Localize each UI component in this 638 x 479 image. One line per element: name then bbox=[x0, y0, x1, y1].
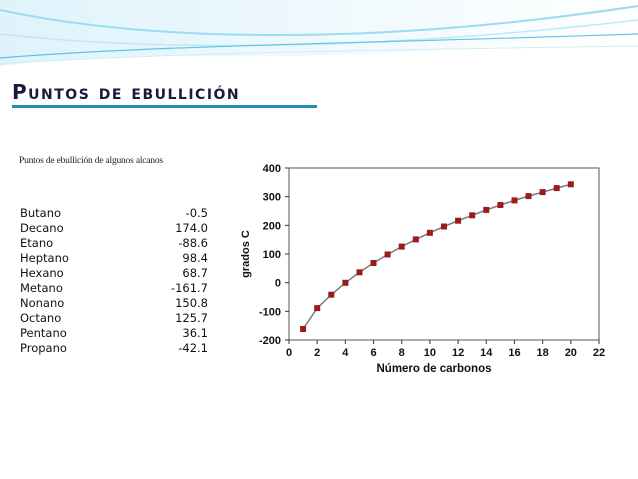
boiling-points-table: Butano -0.5 Decano 174.0 Etano -88.6 Heptano 98… bbox=[20, 206, 208, 356]
chart-svg: -200 -100 0 100 200 300 400 0 2 4 6 8 10 12 14 16 18 20 22… bbox=[240, 163, 605, 375]
boiling-point-value: 36.1 bbox=[182, 326, 208, 340]
boiling-point-value: -161.7 bbox=[170, 281, 208, 295]
data-point bbox=[469, 212, 476, 219]
y-tick-label: 400 bbox=[263, 163, 281, 175]
alkane-name: Pentano bbox=[20, 326, 67, 340]
alkane-name: Heptano bbox=[20, 251, 69, 265]
data-point bbox=[483, 206, 490, 213]
table-row: Decano 174.0 bbox=[20, 221, 208, 236]
table-row: Nonano 150.8 bbox=[20, 296, 208, 311]
alkane-name: Metano bbox=[20, 281, 63, 295]
boiling-point-value: -0.5 bbox=[185, 206, 208, 220]
data-point bbox=[370, 260, 377, 266]
data-point bbox=[567, 181, 574, 188]
x-tick-label: 6 bbox=[370, 347, 376, 359]
alkane-name: Etano bbox=[20, 236, 54, 250]
data-point bbox=[398, 243, 405, 250]
alkane-name: Hexano bbox=[20, 266, 64, 280]
y-tick-label: 0 bbox=[275, 278, 281, 290]
data-point bbox=[553, 185, 560, 192]
y-tick-label: 100 bbox=[263, 249, 281, 261]
title-underline bbox=[12, 105, 317, 108]
alkane-name: Nonano bbox=[20, 296, 65, 310]
x-tick-label: 14 bbox=[480, 347, 493, 359]
boiling-point-chart: -200 -100 0 100 200 300 400 0 2 4 6 8 10 12 14 16 18 20 22… bbox=[229, 152, 609, 380]
y-tick-label: -200 bbox=[259, 335, 281, 347]
boiling-point-value: 125.7 bbox=[175, 311, 208, 325]
y-tick-label: 300 bbox=[263, 192, 281, 204]
data-point bbox=[300, 326, 307, 332]
y-axis-label: grados C bbox=[240, 230, 252, 278]
x-tick-label: 20 bbox=[565, 347, 577, 359]
data-point bbox=[441, 223, 447, 230]
data-point bbox=[539, 189, 546, 196]
data-point bbox=[497, 202, 504, 208]
data-point bbox=[328, 291, 335, 298]
boiling-point-value: 68.7 bbox=[182, 266, 208, 280]
y-tick-label: 200 bbox=[263, 220, 281, 232]
x-tick-label: 4 bbox=[342, 347, 349, 359]
table-row: Pentano 36.1 bbox=[20, 326, 208, 341]
x-tick-label: 22 bbox=[593, 347, 605, 359]
data-point bbox=[412, 236, 419, 243]
header-decoration bbox=[0, 0, 638, 70]
data-point bbox=[525, 193, 532, 200]
data-point bbox=[511, 197, 518, 204]
table-row: Butano -0.5 bbox=[20, 206, 208, 221]
alkane-name: Butano bbox=[20, 206, 62, 220]
x-axis-label: Número de carbonos bbox=[376, 363, 491, 375]
data-point bbox=[426, 229, 433, 236]
plot-frame bbox=[288, 167, 600, 341]
y-tick-label: -100 bbox=[259, 306, 281, 318]
x-tick-label: 10 bbox=[424, 347, 436, 359]
table-row: Metano -161.7 bbox=[20, 281, 208, 296]
data-point bbox=[314, 305, 321, 312]
x-tick-label: 8 bbox=[399, 347, 405, 359]
alkane-name: Propano bbox=[20, 341, 67, 355]
x-tick-label: 18 bbox=[537, 347, 549, 359]
x-tick-label: 16 bbox=[508, 347, 520, 359]
table-row: Hexano 68.7 bbox=[20, 266, 208, 281]
x-tick-label: 2 bbox=[314, 347, 320, 359]
table-caption: Puntos de ebullición de algunos alcanos bbox=[19, 156, 163, 166]
data-point bbox=[342, 279, 349, 286]
table-row: Octano 125.7 bbox=[20, 311, 208, 326]
alkane-name: Octano bbox=[20, 311, 62, 325]
alkane-name: Decano bbox=[20, 221, 64, 235]
table-row: Heptano 98.4 bbox=[20, 251, 208, 266]
x-tick-label: 12 bbox=[452, 347, 464, 359]
boiling-point-value: -42.1 bbox=[178, 341, 208, 355]
boiling-point-value: 98.4 bbox=[182, 251, 208, 265]
data-point bbox=[356, 269, 363, 276]
slide-title: Puntos de ebullición bbox=[12, 80, 241, 104]
table-row: Etano -88.6 bbox=[20, 236, 208, 251]
data-point bbox=[455, 217, 462, 224]
x-tick-label: 0 bbox=[286, 347, 292, 359]
boiling-point-value: 174.0 bbox=[175, 221, 208, 235]
boiling-point-value: 150.8 bbox=[175, 296, 208, 310]
data-point bbox=[384, 251, 391, 258]
table-row: Propano -42.1 bbox=[20, 341, 208, 356]
boiling-point-value: -88.6 bbox=[178, 236, 208, 250]
